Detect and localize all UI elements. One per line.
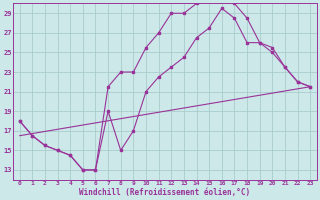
X-axis label: Windchill (Refroidissement éolien,°C): Windchill (Refroidissement éolien,°C) [79,188,251,197]
